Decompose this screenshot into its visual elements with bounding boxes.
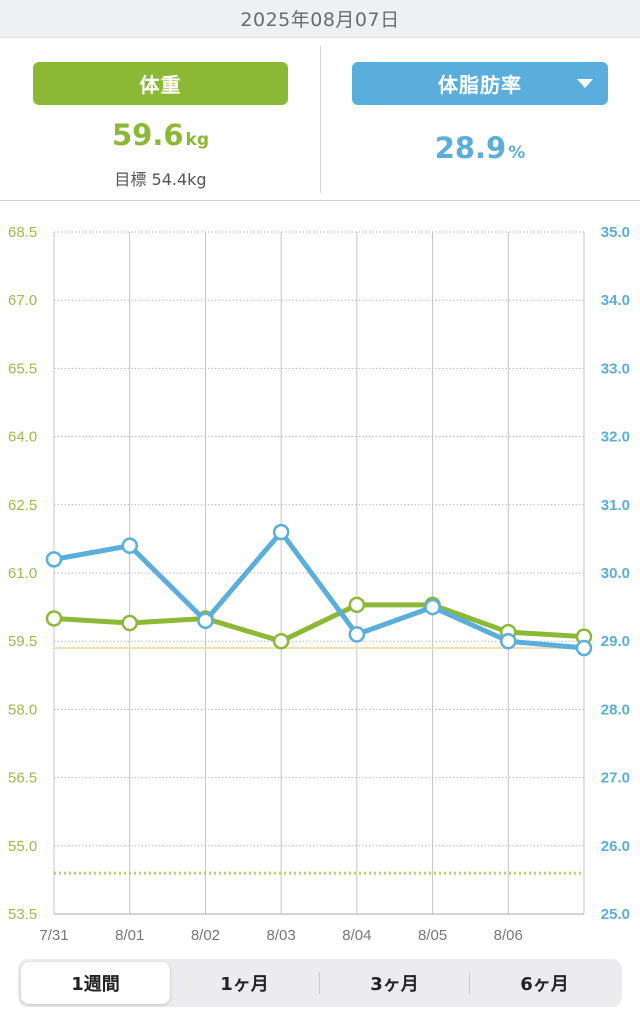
y-right-tick-label: 28.0	[601, 701, 630, 718]
y-left-tick-label: 62.5	[8, 497, 37, 514]
y-left-tick-label: 65.5	[8, 360, 37, 377]
date-header: 2025年08月07日	[0, 0, 640, 38]
y-left-tick-label: 58.0	[8, 701, 37, 718]
tab-label: 6ヶ月	[520, 974, 569, 995]
y-right-tick-label: 29.0	[601, 633, 630, 650]
y-right-tick-label: 30.0	[601, 565, 630, 582]
x-tick-label: 7/31	[39, 927, 68, 944]
chevron-down-icon	[577, 79, 593, 88]
chart-reference-lines	[54, 647, 584, 875]
tab-label: 1ヶ月	[220, 974, 269, 995]
y-left-tick-label: 56.5	[8, 770, 37, 787]
y-right-tick-label: 33.0	[601, 360, 630, 377]
body-fat-data-point	[424, 598, 441, 616]
weight-value: 59.6	[111, 118, 184, 152]
weight-data-point	[121, 614, 138, 632]
body-fat-data-point	[45, 551, 63, 568]
body-fat-unit: %	[508, 143, 526, 163]
y-left-tick-label: 53.5	[8, 906, 37, 923]
x-tick-label: 8/06	[494, 927, 523, 944]
trend-chart: 53.5 55.0 56.5 58.0 59.5 61.0 62.5 64.0 65.5 67.0…	[0, 202, 640, 948]
x-tick-label: 8/05	[418, 927, 447, 944]
x-tick-label: 8/04	[342, 927, 371, 944]
body-fat-dropdown[interactable]: 体脂肪率	[352, 62, 608, 105]
weight-data-point	[272, 632, 290, 650]
y-right-tick-label: 26.0	[601, 838, 630, 855]
body-fat-data-point	[348, 626, 366, 643]
body-fat-data-point	[500, 632, 517, 650]
tab-3-months[interactable]: 3ヶ月	[320, 962, 469, 1004]
body-fat-data-point	[272, 523, 290, 541]
weight-data-point	[348, 596, 366, 614]
y-right-tick-label: 27.0	[601, 770, 630, 787]
chart-grid	[53, 231, 585, 915]
y-right-tick-label: 32.0	[601, 429, 630, 446]
weight-data-point	[45, 610, 63, 627]
body-fat-data-point	[197, 612, 214, 629]
body-fat-label: 体脂肪率	[438, 73, 522, 97]
y-right-tick-label: 31.0	[601, 497, 630, 514]
chart-tick-labels: 53.5 55.0 56.5 58.0 59.5 61.0 62.5 64.0 65.5 67.0…	[8, 224, 630, 944]
body-fat-value-display: 28.9 %	[352, 131, 608, 165]
tab-label: 1週間	[71, 974, 120, 995]
y-left-tick-label: 55.0	[8, 838, 37, 855]
weight-value-display: 59.6 kg	[33, 118, 288, 152]
metric-divider	[320, 46, 321, 193]
y-right-tick-label: 25.0	[601, 906, 630, 923]
body-fat-value: 28.9	[434, 131, 507, 165]
x-tick-label: 8/01	[115, 927, 144, 944]
y-left-tick-label: 64.0	[8, 429, 37, 446]
body-fat-series-line	[51, 529, 587, 651]
tab-separator	[469, 972, 470, 994]
weight-series-line	[51, 602, 587, 644]
y-left-tick-label: 68.5	[8, 224, 37, 241]
weight-label: 体重	[139, 73, 182, 97]
chart-series	[45, 523, 593, 657]
y-left-tick-label: 67.0	[8, 292, 37, 309]
y-right-tick-label: 34.0	[601, 292, 630, 309]
y-left-tick-label: 61.0	[8, 565, 37, 582]
tab-1-month[interactable]: 1ヶ月	[170, 962, 319, 1004]
y-left-tick-label: 59.5	[8, 633, 37, 650]
body-fat-data-point	[575, 639, 593, 657]
weight-goal: 目標 54.4kg	[114, 170, 207, 189]
period-selector: 1週間 1ヶ月 3ヶ月 6ヶ月	[18, 959, 622, 1007]
tab-1-week[interactable]: 1週間	[21, 962, 170, 1004]
y-right-tick-label: 35.0	[601, 224, 630, 241]
weight-unit: kg	[185, 130, 210, 150]
tab-separator	[319, 972, 320, 994]
x-tick-label: 8/03	[267, 927, 296, 944]
weight-button[interactable]: 体重	[33, 62, 288, 105]
tab-label: 3ヶ月	[370, 974, 419, 995]
metrics-panel: 体重 59.6 kg 目標 54.4kg 体脂肪率 28.9 %	[0, 38, 640, 201]
current-date: 2025年08月07日	[240, 9, 400, 31]
trend-chart-svg: 53.5 55.0 56.5 58.0 59.5 61.0 62.5 64.0 65.5 67.0…	[8, 224, 630, 944]
tab-6-months[interactable]: 6ヶ月	[470, 962, 619, 1004]
body-fat-data-point	[121, 537, 138, 554]
x-tick-label: 8/02	[191, 927, 220, 944]
